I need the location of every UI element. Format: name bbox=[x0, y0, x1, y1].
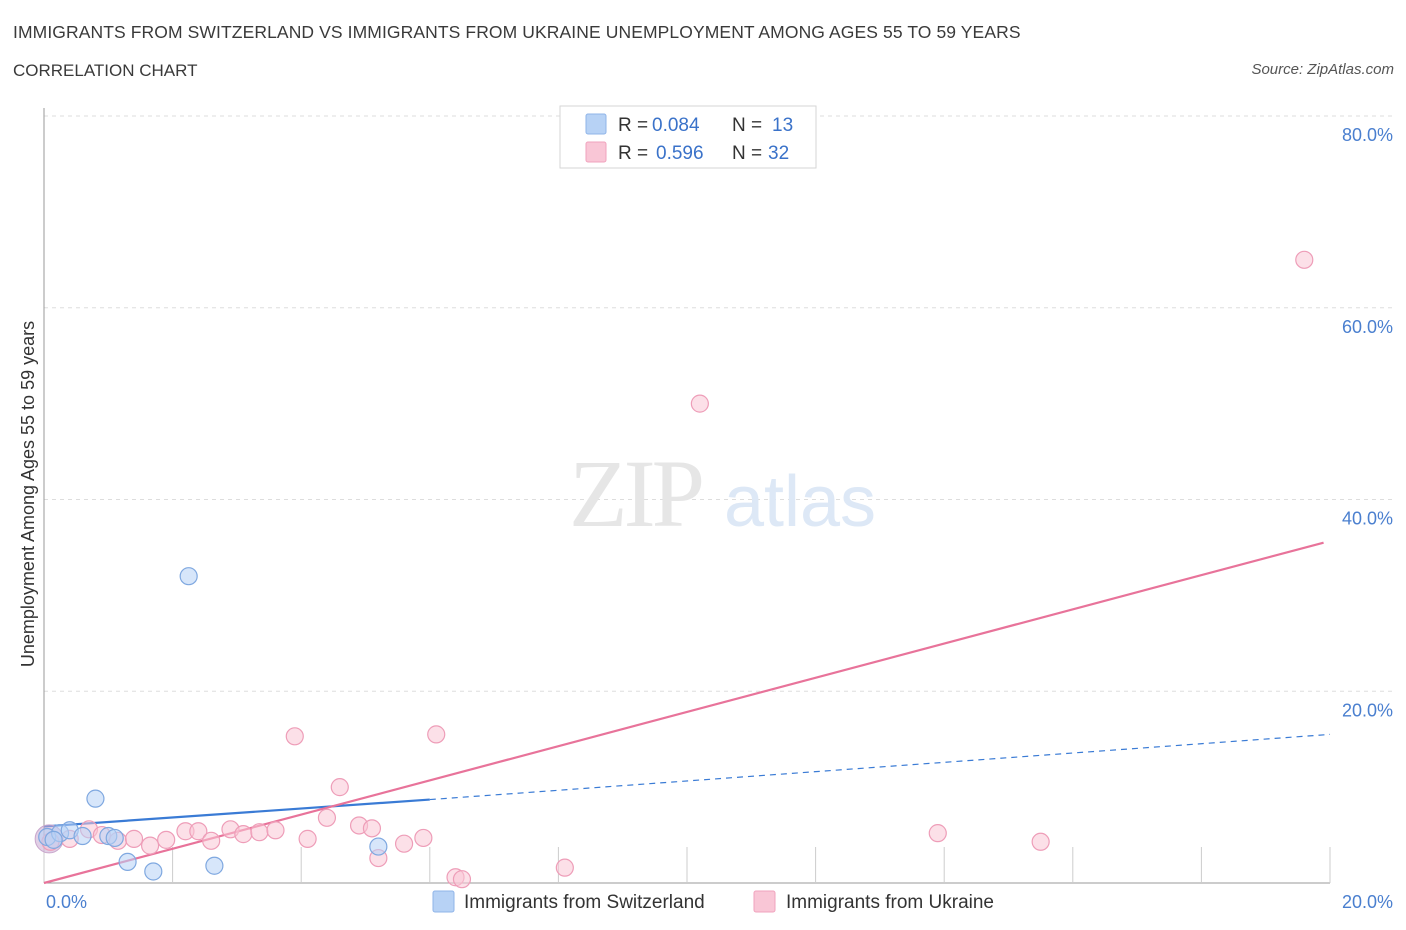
point-ukraine bbox=[140, 836, 160, 855]
legend-n-label-1: N = bbox=[732, 115, 762, 136]
point-ukraine bbox=[202, 831, 221, 850]
point-switzerland bbox=[73, 826, 92, 846]
legend-n-value-1: 13 bbox=[772, 115, 793, 136]
y-tick-label: 60.0% bbox=[1342, 317, 1393, 337]
point-ukraine bbox=[189, 822, 208, 841]
y-tick-label: 20.0% bbox=[1342, 700, 1393, 720]
point-ukraine bbox=[298, 829, 317, 848]
point-switzerland bbox=[369, 837, 388, 856]
y-tick-label: 40.0% bbox=[1342, 509, 1393, 529]
legend-r-value-1: 0.084 bbox=[652, 115, 700, 136]
point-switzerland bbox=[44, 830, 63, 849]
point-ukraine bbox=[1031, 832, 1050, 851]
legend-swatch-switzerland bbox=[585, 113, 607, 135]
x-ticks bbox=[43, 847, 1331, 883]
point-ukraine bbox=[266, 821, 285, 840]
point-switzerland bbox=[205, 856, 224, 875]
bottom-legend-swatch-switzerland bbox=[432, 890, 455, 913]
legend-n-label-2: N = bbox=[732, 143, 762, 164]
point-ukraine bbox=[330, 778, 349, 797]
x-tick-label-max: 20.0% bbox=[1342, 892, 1393, 912]
point-ukraine bbox=[394, 834, 414, 853]
watermark-atlas: atlas bbox=[724, 462, 876, 542]
point-ukraine bbox=[285, 727, 304, 746]
trend-line-switzerland bbox=[43, 798, 430, 828]
legend-swatch-ukraine bbox=[585, 141, 607, 163]
x-tick-label-min: 0.0% bbox=[46, 892, 87, 912]
watermark-zip: ZIP bbox=[569, 440, 702, 547]
point-switzerland bbox=[179, 567, 198, 586]
chart-title: IMMIGRANTS FROM SWITZERLAND VS IMMIGRANT… bbox=[13, 22, 1021, 42]
point-ukraine bbox=[427, 725, 446, 744]
point-switzerland bbox=[144, 862, 163, 881]
legend-r-label-1: R = bbox=[618, 115, 648, 136]
point-switzerland bbox=[86, 789, 105, 808]
point-ukraine bbox=[124, 829, 144, 848]
bottom-legend-swatch-ukraine bbox=[753, 890, 776, 913]
legend-n-value-2: 32 bbox=[768, 143, 789, 164]
data-points bbox=[34, 250, 1314, 889]
point-ukraine bbox=[414, 828, 433, 848]
point-ukraine bbox=[250, 823, 269, 842]
grid-lines bbox=[44, 115, 1392, 692]
chart-subtitle: CORRELATION CHART bbox=[13, 61, 198, 80]
y-axis-label: Unemployment Among Ages 55 to 59 years bbox=[18, 321, 38, 667]
point-ukraine bbox=[555, 858, 574, 877]
point-ukraine bbox=[157, 830, 176, 849]
point-switzerland bbox=[118, 852, 137, 872]
point-ukraine bbox=[928, 824, 947, 843]
legend-r-value-2: 0.596 bbox=[656, 143, 704, 164]
bottom-legend: Immigrants from Switzerland Immigrants f… bbox=[432, 890, 994, 913]
point-switzerland bbox=[105, 828, 124, 848]
point-ukraine bbox=[690, 394, 709, 413]
bottom-legend-label-switzerland: Immigrants from Switzerland bbox=[464, 892, 705, 913]
y-tick-label: 80.0% bbox=[1342, 125, 1393, 145]
point-ukraine bbox=[362, 819, 382, 838]
point-ukraine bbox=[452, 870, 472, 889]
point-ukraine bbox=[1295, 250, 1314, 269]
legend-r-label-2: R = bbox=[618, 143, 648, 164]
point-ukraine bbox=[317, 808, 337, 827]
bottom-legend-label-ukraine: Immigrants from Ukraine bbox=[786, 892, 994, 913]
y-tick-labels: 20.0% 40.0% 60.0% 80.0% bbox=[1342, 125, 1393, 720]
point-ukraine bbox=[234, 825, 253, 844]
trend-line-switzerland-extension bbox=[429, 733, 1331, 801]
legend-box: R = 0.084 N = 13 R = 0.596 N = 32 bbox=[559, 105, 817, 169]
source-label: Source: ZipAtlas.com bbox=[1251, 61, 1394, 78]
